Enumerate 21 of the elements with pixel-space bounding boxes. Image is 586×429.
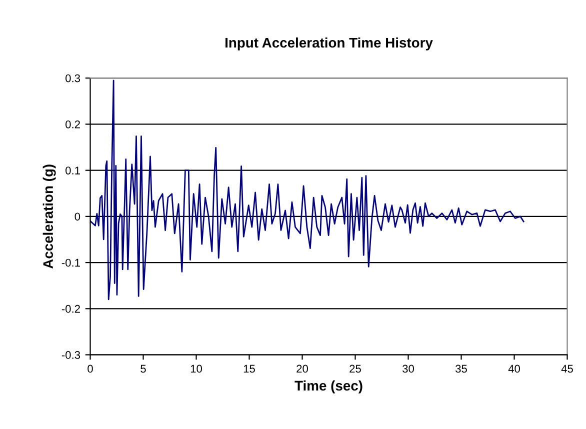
x-tick-label: 0 (88, 364, 93, 373)
y-tick-label: -0.3 (62, 351, 80, 359)
y-axis-title: Acceleration (g) (42, 164, 56, 269)
x-tick-label: 25 (350, 364, 361, 373)
y-tick-label: 0 (74, 212, 80, 221)
y-tick-label: -0.2 (62, 304, 80, 313)
x-tick-label: 5 (140, 364, 146, 373)
x-tick-label: 30 (402, 364, 414, 373)
y-tick-label: 0.1 (66, 166, 80, 174)
y-tick-label: -0.1 (62, 258, 80, 267)
x-tick-label: 45 (561, 364, 573, 373)
line-series (90, 80, 524, 300)
y-tick-label: 0.3 (66, 74, 80, 82)
x-tick-label: 10 (190, 364, 202, 373)
x-tick-label: 15 (244, 364, 255, 373)
x-tick-label: 35 (455, 364, 467, 373)
x-axis-title: Time (sec) (294, 380, 362, 394)
chart-title: Input Acceleration Time History (225, 37, 433, 50)
x-tick-label: 40 (508, 364, 520, 373)
y-tick-label: 0.2 (66, 120, 80, 128)
x-tick-label: 20 (296, 364, 308, 373)
